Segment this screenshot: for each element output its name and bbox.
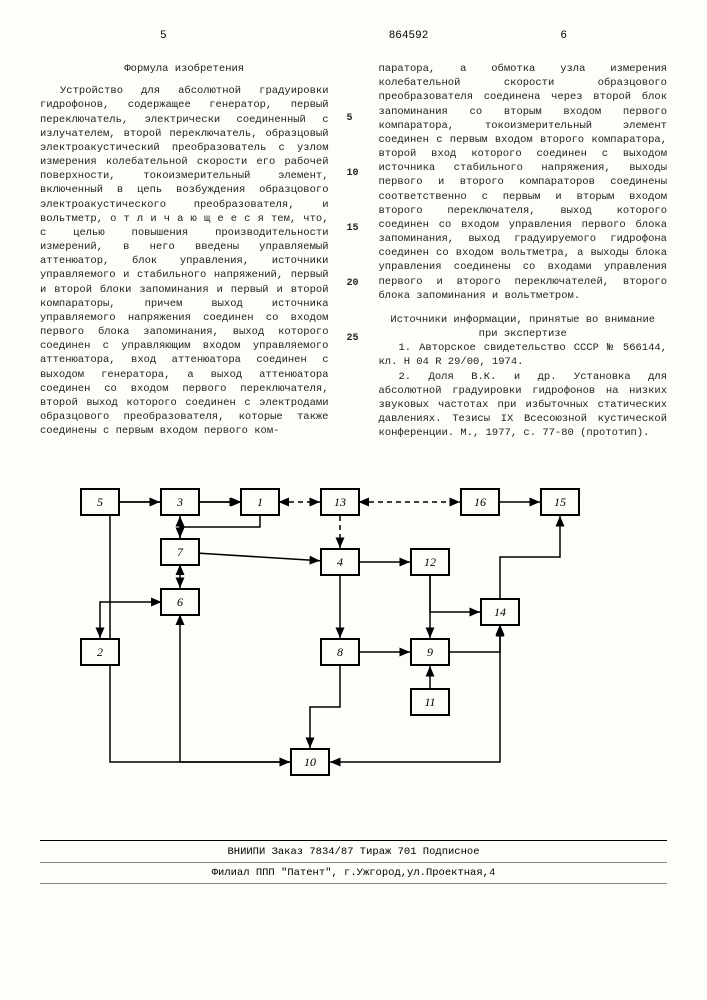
footer-line-2: Филиал ППП "Патент", г.Ужгород,ул.Проект…	[40, 862, 667, 884]
diagram-node-1: 1	[240, 488, 280, 516]
diagram-node-5: 5	[80, 488, 120, 516]
line-num: 10	[347, 167, 359, 181]
page-header: 5 864592 6	[40, 30, 667, 42]
diagram-node-9: 9	[410, 638, 450, 666]
diagram-node-2: 2	[80, 638, 120, 666]
diagram-node-3: 3	[160, 488, 200, 516]
diagram-node-6: 6	[160, 588, 200, 616]
edge-1-7	[180, 516, 260, 538]
page-num-left: 5	[160, 30, 167, 42]
diagram-node-15: 15	[540, 488, 580, 516]
diagram-node-13: 13	[320, 488, 360, 516]
line-num: 15	[347, 222, 359, 236]
block-diagram: 5 3 1 13 16 15 7 6 2 4 12 14 8 9 11 10	[40, 468, 667, 818]
edge-7-4	[200, 554, 320, 562]
page-num-right: 6	[560, 30, 567, 42]
line-numbers-gutter: 5 10 15 20 25	[347, 62, 361, 440]
diagram-node-16: 16	[460, 488, 500, 516]
line-num: 5	[347, 112, 353, 126]
edge-1-10	[110, 502, 290, 762]
patent-number: 864592	[389, 30, 429, 42]
diagram-node-11: 11	[410, 688, 450, 716]
line-num: 25	[347, 332, 359, 346]
left-body: Устройство для абсолютной градуировки ги…	[40, 84, 329, 438]
edge-8-10	[310, 666, 340, 748]
diagram-node-10: 10	[290, 748, 330, 776]
edge-6-2	[100, 602, 160, 638]
diagram-node-4: 4	[320, 548, 360, 576]
source-2: 2. Доля В.К. и др. Установка для абсолют…	[379, 370, 668, 441]
left-column: Формула изобретения Устройство для абсол…	[40, 62, 329, 440]
right-column: паратора, а обмотка узла измерения колеб…	[379, 62, 668, 440]
source-1: 1. Авторское свидетельство СССР № 566144…	[379, 341, 668, 369]
line-num: 20	[347, 277, 359, 291]
footer-line-1: ВНИИПИ Заказ 7834/87 Тираж 701 Подписное	[40, 840, 667, 858]
edge-9-14	[450, 626, 500, 652]
edge-6-10	[180, 616, 290, 762]
diagram-node-12: 12	[410, 548, 450, 576]
sources-title: Источники информации, принятые во вниман…	[379, 313, 668, 341]
right-body: паратора, а обмотка узла измерения колеб…	[379, 62, 668, 303]
edge-12-14	[430, 576, 480, 612]
edge-14-15	[500, 516, 560, 598]
text-columns: Формула изобретения Устройство для абсол…	[40, 62, 667, 440]
formula-title: Формула изобретения	[40, 62, 329, 76]
diagram-node-8: 8	[320, 638, 360, 666]
diagram-node-14: 14	[480, 598, 520, 626]
diagram-node-7: 7	[160, 538, 200, 566]
